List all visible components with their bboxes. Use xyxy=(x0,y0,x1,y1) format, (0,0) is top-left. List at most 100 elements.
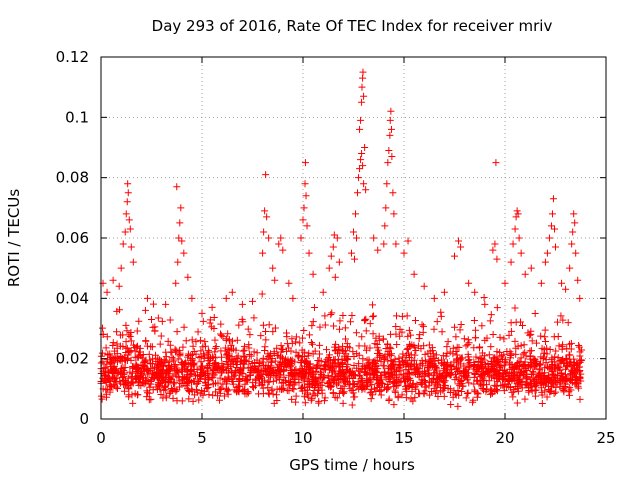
x-tick-label: 25 xyxy=(596,429,615,447)
data-point xyxy=(358,98,366,106)
data-point xyxy=(370,312,378,320)
data-point xyxy=(406,342,414,350)
data-point xyxy=(434,380,442,388)
data-point xyxy=(288,356,296,364)
data-point xyxy=(189,342,197,350)
data-point xyxy=(257,372,265,380)
data-point xyxy=(384,369,392,377)
data-point xyxy=(158,366,166,374)
data-point xyxy=(277,234,285,242)
data-point xyxy=(400,374,408,382)
data-point xyxy=(368,360,376,368)
data-point xyxy=(275,240,283,248)
data-point xyxy=(403,359,411,367)
y-tick-label: 0.04 xyxy=(56,289,89,307)
data-point xyxy=(426,391,434,399)
data-point xyxy=(292,392,300,400)
data-point xyxy=(289,385,297,393)
data-point xyxy=(148,343,156,351)
data-point xyxy=(257,332,265,340)
data-point xyxy=(187,356,195,364)
data-point xyxy=(371,340,379,348)
x-tick-label: 20 xyxy=(495,429,514,447)
data-point xyxy=(311,384,319,392)
data-point xyxy=(358,150,366,158)
data-point xyxy=(185,395,193,403)
data-point xyxy=(547,364,555,372)
data-point xyxy=(471,288,479,296)
data-point xyxy=(135,378,143,386)
data-point xyxy=(102,344,110,352)
data-point xyxy=(216,374,224,382)
data-point xyxy=(356,165,364,173)
data-point xyxy=(113,374,121,382)
data-point xyxy=(260,228,268,236)
data-point xyxy=(382,204,390,212)
data-point xyxy=(457,356,465,364)
data-point xyxy=(153,385,161,393)
data-point xyxy=(480,293,488,301)
data-point xyxy=(128,391,136,399)
data-point xyxy=(402,394,410,402)
data-point xyxy=(347,318,355,326)
data-point xyxy=(121,363,129,371)
data-point xyxy=(456,326,464,334)
data-point xyxy=(131,353,139,361)
data-point xyxy=(500,335,508,343)
data-point xyxy=(175,234,183,242)
data-point xyxy=(369,330,377,338)
data-point xyxy=(133,343,141,351)
data-point xyxy=(442,368,450,376)
data-point xyxy=(430,294,438,302)
data-point xyxy=(117,264,125,272)
data-point xyxy=(310,370,318,378)
data-point xyxy=(268,358,276,366)
data-point xyxy=(349,374,357,382)
data-point xyxy=(369,313,377,321)
data-point xyxy=(361,342,369,350)
data-point xyxy=(210,313,218,321)
data-point xyxy=(384,384,392,392)
data-point xyxy=(514,387,522,395)
data-point xyxy=(273,376,281,384)
data-point xyxy=(265,372,273,380)
data-point xyxy=(228,355,236,363)
data-point xyxy=(536,369,544,377)
data-point xyxy=(184,273,192,281)
data-point xyxy=(398,358,406,366)
data-point xyxy=(310,304,318,312)
data-point xyxy=(168,386,176,394)
data-point xyxy=(127,347,135,355)
data-point xyxy=(488,360,496,368)
data-point xyxy=(201,375,209,383)
y-tick-label: 0 xyxy=(79,410,89,428)
data-point xyxy=(232,346,240,354)
data-point xyxy=(570,210,578,218)
data-point xyxy=(116,306,124,314)
data-point xyxy=(487,343,495,351)
data-point xyxy=(111,356,119,364)
data-point xyxy=(171,379,179,387)
data-point xyxy=(302,365,310,373)
data-point xyxy=(244,376,252,384)
data-point xyxy=(220,392,228,400)
data-point xyxy=(414,342,422,350)
data-point xyxy=(472,353,480,361)
data-point xyxy=(144,389,152,397)
x-tick-label: 15 xyxy=(394,429,413,447)
data-point xyxy=(532,339,540,347)
data-point xyxy=(568,240,576,248)
data-point xyxy=(444,364,452,372)
data-point xyxy=(325,383,333,391)
data-point xyxy=(300,204,308,212)
data-point xyxy=(316,373,324,381)
data-point xyxy=(507,327,515,335)
data-point xyxy=(204,347,212,355)
data-point xyxy=(511,337,519,345)
data-point xyxy=(477,372,485,380)
data-point xyxy=(215,364,223,372)
data-point xyxy=(469,365,477,373)
data-point xyxy=(127,379,135,387)
data-point xyxy=(464,353,472,361)
